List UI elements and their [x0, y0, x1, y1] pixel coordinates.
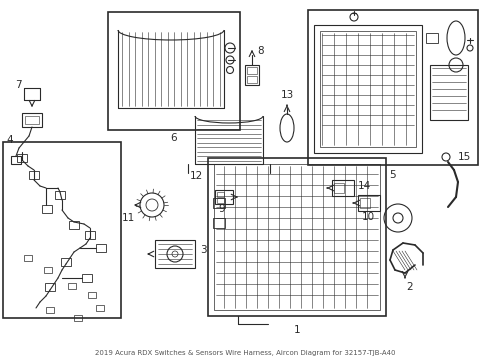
Text: 5: 5 [390, 170, 396, 180]
Bar [61, 258, 71, 266]
Bar [42, 205, 52, 213]
Bar [24, 255, 32, 261]
Bar [208, 158, 386, 316]
Bar [68, 283, 76, 289]
Bar [214, 164, 380, 310]
Bar [29, 171, 39, 179]
Text: 7: 7 [15, 80, 21, 90]
Text: 8: 8 [258, 46, 264, 56]
Bar [430, 65, 468, 120]
Bar [74, 315, 82, 321]
Bar [85, 231, 95, 239]
Bar [245, 65, 259, 85]
Text: 1: 1 [294, 325, 300, 335]
Text: 2: 2 [407, 282, 413, 292]
Bar [17, 154, 27, 162]
Bar [213, 218, 225, 228]
Bar [55, 191, 65, 199]
Bar [44, 267, 52, 273]
Bar [314, 25, 422, 153]
Bar [308, 10, 478, 165]
Bar [320, 31, 416, 147]
Bar [213, 198, 225, 208]
Bar [334, 183, 344, 193]
Bar [46, 307, 54, 313]
Bar [215, 190, 233, 204]
Bar [358, 195, 380, 211]
Bar [11, 156, 21, 164]
Bar [45, 283, 55, 291]
Text: 11: 11 [122, 213, 135, 223]
Text: 10: 10 [362, 212, 374, 222]
Bar [247, 76, 257, 83]
Text: 6: 6 [171, 133, 177, 143]
Text: 9: 9 [219, 204, 225, 214]
Text: 3: 3 [200, 245, 206, 255]
Bar [22, 113, 42, 127]
Bar [25, 116, 39, 124]
Bar [360, 198, 370, 208]
Text: 2019 Acura RDX Switches & Sensors Wire Harness, Aircon Diagram for 32157-TJB-A40: 2019 Acura RDX Switches & Sensors Wire H… [95, 350, 395, 356]
Bar [96, 305, 104, 311]
Bar [88, 292, 96, 298]
Text: 15: 15 [457, 152, 470, 162]
Bar [426, 33, 438, 43]
Text: 14: 14 [357, 181, 370, 191]
Bar [69, 221, 79, 229]
Text: 13: 13 [280, 90, 294, 100]
Text: 12: 12 [189, 171, 203, 181]
Bar [247, 67, 257, 74]
Bar [217, 192, 224, 197]
Text: 4: 4 [7, 135, 13, 145]
Bar [108, 12, 240, 130]
Bar [217, 198, 224, 203]
Bar [82, 274, 92, 282]
Bar [155, 240, 195, 268]
Bar [332, 180, 354, 196]
Bar [96, 244, 106, 252]
Bar [3, 142, 121, 318]
